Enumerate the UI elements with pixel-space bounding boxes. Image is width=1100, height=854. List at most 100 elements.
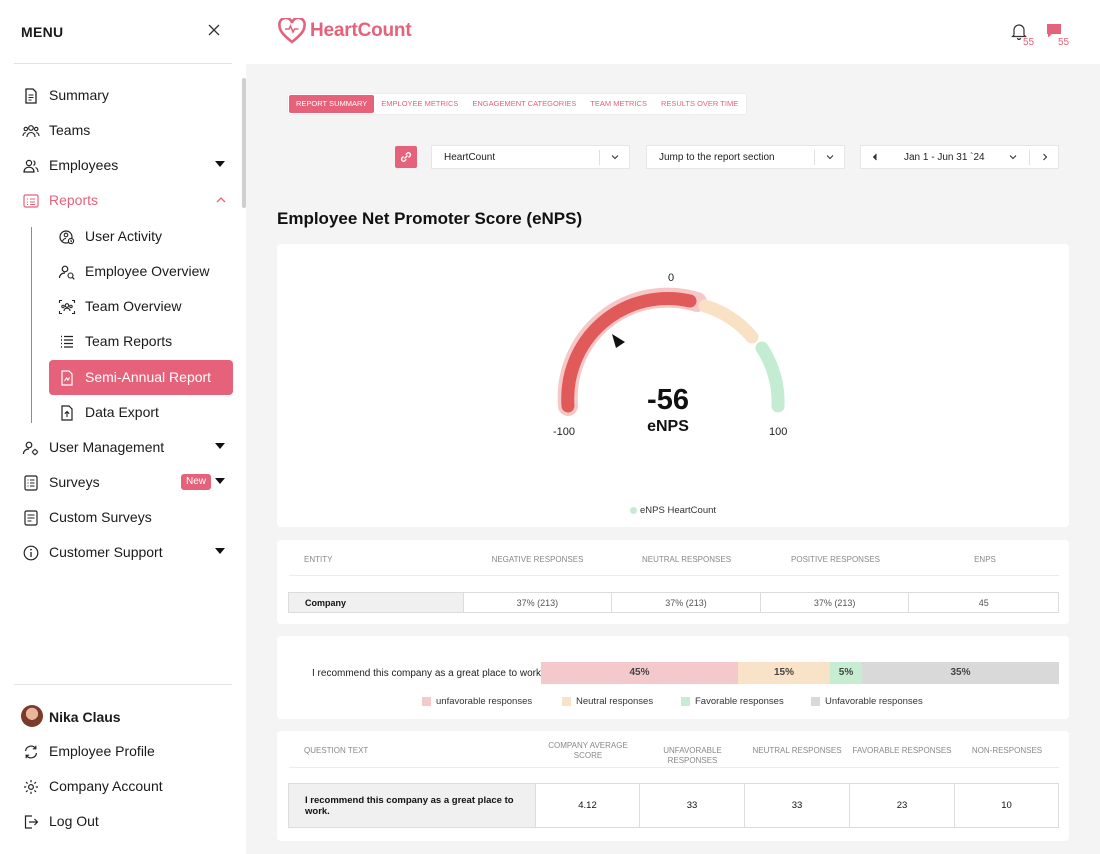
close-icon[interactable]	[207, 22, 223, 40]
log-out-link[interactable]: Log Out	[0, 804, 240, 839]
sidebar-item-summary[interactable]: Summary	[0, 78, 240, 113]
sidebar-item-custom-surveys[interactable]: Custom Surveys	[0, 500, 240, 535]
sidebar-scrollbar[interactable]	[242, 78, 246, 208]
bar-segment-non-response: 35%	[862, 662, 1059, 684]
select-divider	[599, 150, 600, 165]
tab-employee-metrics[interactable]: Employee Metrics	[381, 99, 459, 108]
table-cell: 4.12	[536, 784, 640, 827]
legend-label: unfavorable responses	[436, 696, 533, 707]
table-cell: 37% (213)	[761, 593, 910, 612]
table-cell: 33	[640, 784, 745, 827]
logout-icon	[22, 813, 40, 831]
notification-count: 55	[1023, 37, 1035, 48]
table-divider	[289, 575, 1059, 576]
sidebar-subitem-employee-overview[interactable]: Employee Overview	[49, 254, 233, 289]
table-header: Neutral Responses	[641, 555, 732, 564]
brand-name: HeartCount	[310, 20, 412, 41]
sidebar-subitem-label: User Activity	[85, 228, 163, 244]
sidebar-subitem-label: Employee Overview	[85, 263, 210, 279]
company-account-link[interactable]: Company Account	[0, 769, 240, 804]
entity-select[interactable]: HeartCount	[431, 145, 630, 169]
tab-results-over-time[interactable]: Results Over Time	[660, 99, 739, 108]
employee-profile-link[interactable]: Employee Profile	[0, 734, 240, 769]
sidebar-subitem-team-overview[interactable]: Team Overview	[49, 289, 233, 324]
sidebar-subitem-label: Team Overview	[85, 298, 182, 314]
chevron-down-icon[interactable]	[1009, 152, 1017, 162]
sidebar-item-surveys[interactable]: Surveys New	[0, 465, 240, 500]
copy-link-button[interactable]	[395, 146, 417, 168]
chevron-down-icon[interactable]	[215, 548, 225, 554]
tab-engagement-categories[interactable]: Engagement Categories	[472, 99, 577, 108]
chat-icon[interactable]	[1046, 23, 1066, 43]
chevron-down-icon	[826, 152, 834, 162]
document-icon	[22, 87, 40, 105]
chevron-right-icon[interactable]	[1042, 153, 1048, 163]
sidebar-item-label: Employees	[49, 157, 119, 173]
bar-segment-unfavorable: 45%	[541, 662, 738, 684]
legend-swatch	[681, 697, 690, 706]
table-header: eNPS	[974, 555, 996, 564]
report-section-select[interactable]: Jump to the report section	[646, 145, 845, 169]
sidebar-item-reports[interactable]: Reports	[0, 183, 240, 218]
table-row: Company 37% (213) 37% (213) 37% (213) 45	[288, 592, 1059, 613]
log-out-label: Log Out	[49, 813, 99, 829]
table-row: I recommend this company as a great plac…	[288, 783, 1059, 828]
list-details-icon	[58, 333, 76, 351]
refresh-icon	[22, 743, 40, 761]
sidebar-subitem-data-export[interactable]: Data Export	[49, 395, 233, 430]
date-range-picker[interactable]: Jan 1 - Jun 31 `24	[860, 145, 1059, 169]
table-divider	[289, 767, 1059, 768]
table-cell: I recommend this company as a great plac…	[289, 784, 536, 827]
sidebar-item-user-management[interactable]: User Management	[0, 430, 240, 465]
list-icon	[22, 192, 40, 210]
legend-swatch	[562, 697, 571, 706]
legend-swatch	[422, 697, 431, 706]
gauge-mid-label: 0	[668, 272, 675, 284]
gear-icon	[22, 778, 40, 796]
table-cell: 10	[1001, 800, 1012, 811]
sidebar-subitem-semi-annual-report[interactable]: Semi-Annual Report	[49, 360, 233, 395]
survey-list-icon	[22, 509, 40, 527]
sidebar-item-label: Summary	[49, 87, 109, 103]
table-header: Favorable responses	[852, 746, 952, 755]
sidebar-subitem-user-activity[interactable]: User Activity	[49, 219, 233, 254]
date-range-value: Jan 1 - Jun 31 `24	[904, 152, 985, 163]
report-file-icon	[58, 369, 76, 387]
gauge-max-label: 100	[769, 426, 788, 438]
message-count: 55	[1058, 37, 1070, 48]
chevron-down-icon[interactable]	[215, 478, 225, 484]
table-cell: Company	[289, 593, 464, 612]
table-header: Neutral responses	[752, 746, 842, 755]
table-header: Company average score	[548, 741, 628, 760]
chevron-down-icon[interactable]	[215, 443, 225, 449]
sidebar-item-teams[interactable]: Teams	[0, 113, 240, 148]
tab-team-metrics[interactable]: Team Metrics	[590, 99, 647, 108]
chevron-left-icon[interactable]	[872, 153, 878, 163]
top-header	[246, 0, 1100, 64]
table-cell: 37% (213)	[464, 593, 613, 612]
chevron-down-icon[interactable]	[215, 161, 225, 167]
gauge-negative-arc	[561, 292, 697, 413]
gauge-min-label: -100	[553, 426, 576, 438]
avatar[interactable]	[21, 705, 43, 727]
question-label: I recommend this company as a great plac…	[312, 668, 544, 679]
sidebar-item-employees[interactable]: Employees	[0, 148, 240, 183]
sidebar-item-label: Teams	[49, 122, 91, 138]
sidebar-subitem-team-reports[interactable]: Team Reports	[49, 324, 233, 359]
heartcount-logo[interactable]: HeartCount	[278, 18, 412, 44]
sidebar: MENU Summary Teams Employees Reports Use…	[0, 0, 246, 854]
bell-icon[interactable]	[1011, 22, 1031, 42]
chevron-up-icon[interactable]	[216, 195, 226, 206]
sidebar-item-label: Reports	[49, 192, 99, 208]
company-account-label: Company Account	[49, 778, 163, 794]
user-search-icon	[58, 263, 76, 281]
report-section-select-value: Jump to the report section	[659, 152, 775, 163]
sidebar-subitem-label: Data Export	[85, 404, 159, 420]
table-cell: 33	[745, 784, 850, 827]
table-header: Unfavorable responses	[663, 746, 722, 765]
employee-profile-label: Employee Profile	[49, 743, 155, 759]
users-icon	[22, 157, 40, 175]
sidebar-item-customer-support[interactable]: Customer Support	[0, 535, 240, 570]
tab-report-summary[interactable]: Report Summary	[289, 95, 375, 113]
sidebar-divider	[14, 684, 232, 685]
